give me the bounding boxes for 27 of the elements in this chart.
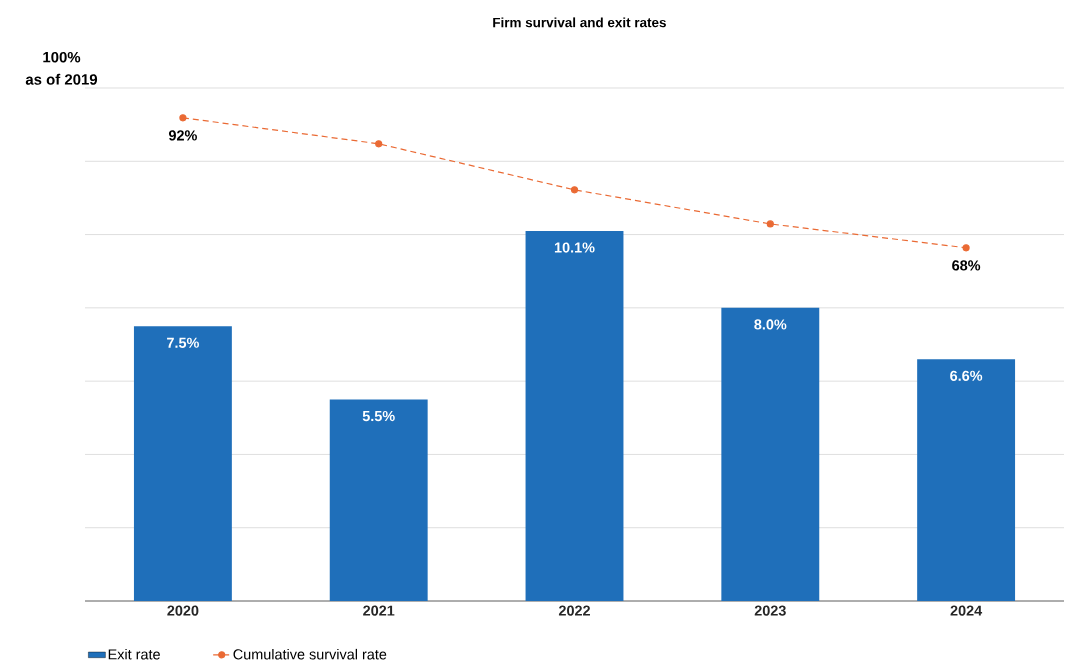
point (570, 186, 579, 194)
point (375, 140, 383, 148)
text: 100% (43, 51, 81, 63)
legend-label: Exit rate (108, 648, 160, 660)
point (962, 244, 970, 252)
x-tick-label: 2022 (558, 605, 590, 616)
data-label: 92% (168, 130, 197, 141)
x-tick-label: 2020 (167, 605, 199, 616)
bar (917, 359, 1016, 601)
bar (133, 326, 232, 601)
data-label: 10.1% (554, 242, 595, 253)
bar (525, 230, 624, 601)
x-tick-label: 2023 (754, 605, 786, 616)
data-label: 5.5% (362, 410, 395, 422)
data-label: 68% (952, 260, 981, 271)
point (766, 220, 774, 228)
data-label: 6.6% (950, 370, 983, 381)
point (179, 114, 187, 122)
text: as of 2019 (25, 73, 98, 85)
data-label: 8.0% (754, 319, 787, 330)
bar (329, 399, 428, 601)
chart-title: Firm survival and exit rates (493, 17, 666, 28)
data-label: 7.5% (167, 337, 199, 348)
bar (721, 307, 820, 601)
legend-label: Cumulative survival rate (233, 648, 387, 660)
x-tick-label: 2024 (950, 605, 983, 616)
x-tick-label: 2021 (363, 605, 395, 616)
